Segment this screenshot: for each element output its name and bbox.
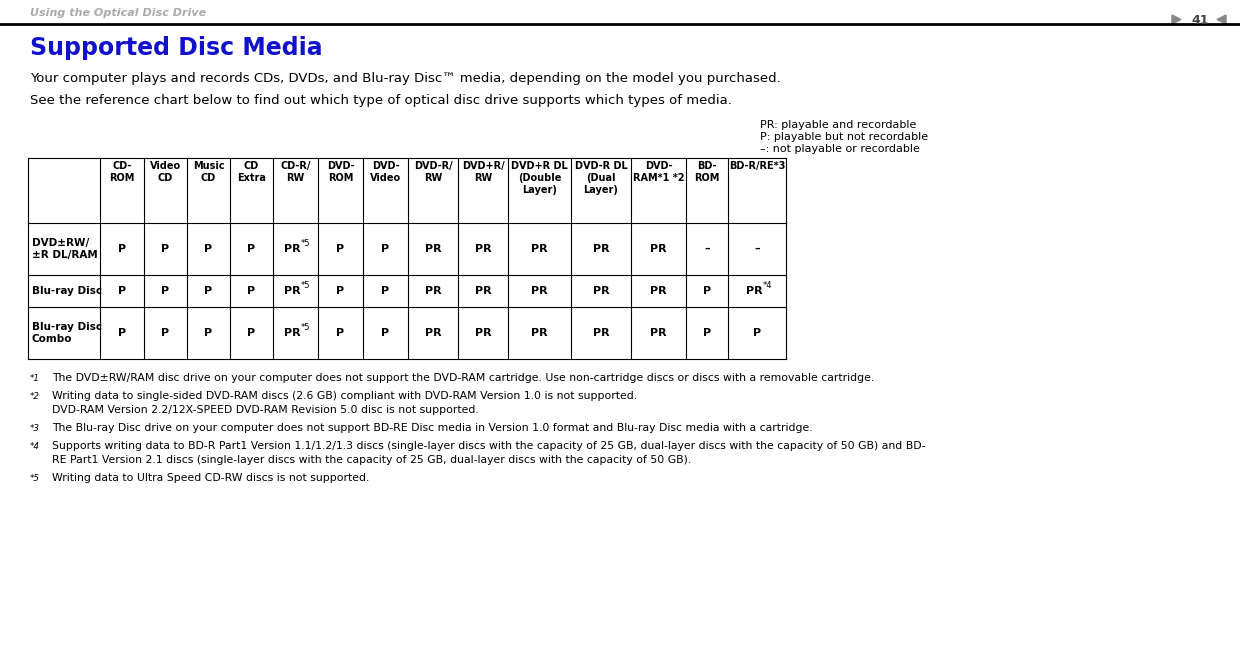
Text: P: P <box>382 244 389 254</box>
Text: PR: PR <box>475 286 491 296</box>
Text: DVD±RW/
±R DL/RAM: DVD±RW/ ±R DL/RAM <box>32 238 98 260</box>
Text: 41: 41 <box>1192 14 1209 27</box>
Text: PR: PR <box>284 286 301 296</box>
Text: Music
CD: Music CD <box>192 161 224 183</box>
Text: *5: *5 <box>301 323 310 332</box>
Text: P: P <box>161 328 170 338</box>
Text: P: P <box>161 286 170 296</box>
Text: *5: *5 <box>301 281 310 291</box>
Text: Blu-ray Disc: Blu-ray Disc <box>32 286 102 296</box>
Text: *4: *4 <box>30 442 40 451</box>
Text: P: P <box>205 286 212 296</box>
Text: P: P <box>336 286 345 296</box>
Text: Using the Optical Disc Drive: Using the Optical Disc Drive <box>30 8 206 18</box>
Text: PR: PR <box>650 244 667 254</box>
Text: DVD-
RAM*1 *2: DVD- RAM*1 *2 <box>632 161 684 183</box>
Text: DVD-
Video: DVD- Video <box>370 161 401 183</box>
Text: PR: PR <box>593 286 609 296</box>
Text: PR: PR <box>424 328 441 338</box>
Text: P: P <box>382 328 389 338</box>
Text: P: P <box>161 244 170 254</box>
Text: P: P <box>118 244 126 254</box>
Text: P: P <box>248 244 255 254</box>
Text: PR: PR <box>650 328 667 338</box>
Text: *1: *1 <box>30 374 40 383</box>
Text: PR: PR <box>475 244 491 254</box>
Text: P: P <box>118 328 126 338</box>
Text: P: playable but not recordable: P: playable but not recordable <box>760 132 928 142</box>
Text: DVD-R/
RW: DVD-R/ RW <box>414 161 453 183</box>
Text: –: – <box>704 244 709 254</box>
Text: PR: PR <box>745 286 763 296</box>
Text: PR: PR <box>531 328 548 338</box>
Text: –: not playable or recordable: –: not playable or recordable <box>760 144 920 154</box>
Text: PR: PR <box>531 244 548 254</box>
Text: Supported Disc Media: Supported Disc Media <box>30 36 322 60</box>
Text: P: P <box>753 328 761 338</box>
Text: PR: PR <box>593 244 609 254</box>
Text: –: – <box>754 244 760 254</box>
Text: PR: PR <box>284 244 301 254</box>
Text: Blu-ray Disc
Combo: Blu-ray Disc Combo <box>32 322 102 344</box>
Text: P: P <box>248 286 255 296</box>
Text: P: P <box>382 286 389 296</box>
Text: Your computer plays and records CDs, DVDs, and Blu-ray Disc™ media, depending on: Your computer plays and records CDs, DVD… <box>30 72 781 85</box>
Text: *3: *3 <box>30 424 40 433</box>
Text: PR: PR <box>424 286 441 296</box>
Text: *5: *5 <box>30 474 40 483</box>
Text: P: P <box>205 244 212 254</box>
Text: Supports writing data to BD-R Part1 Version 1.1/1.2/1.3 discs (single-layer disc: Supports writing data to BD-R Part1 Vers… <box>52 441 925 451</box>
Text: The Blu-ray Disc drive on your computer does not support BD-RE Disc media in Ver: The Blu-ray Disc drive on your computer … <box>52 423 812 433</box>
Text: PR: PR <box>650 286 667 296</box>
Text: BD-R/RE*3: BD-R/RE*3 <box>729 161 785 171</box>
Polygon shape <box>1216 15 1226 24</box>
Text: Writing data to Ultra Speed CD-RW discs is not supported.: Writing data to Ultra Speed CD-RW discs … <box>52 473 370 483</box>
Polygon shape <box>1172 15 1180 24</box>
Text: P: P <box>248 328 255 338</box>
Text: Video
CD: Video CD <box>150 161 181 183</box>
Text: See the reference chart below to find out which type of optical disc drive suppo: See the reference chart below to find ou… <box>30 94 732 107</box>
Text: CD-
ROM: CD- ROM <box>109 161 135 183</box>
Text: DVD-RAM Version 2.2/12X-SPEED DVD-RAM Revision 5.0 disc is not supported.: DVD-RAM Version 2.2/12X-SPEED DVD-RAM Re… <box>52 405 479 415</box>
Text: *5: *5 <box>301 239 310 249</box>
Text: *2: *2 <box>30 392 40 401</box>
Text: DVD-
ROM: DVD- ROM <box>326 161 355 183</box>
Text: P: P <box>336 244 345 254</box>
Text: PR: PR <box>531 286 548 296</box>
Text: DVD+R/
RW: DVD+R/ RW <box>461 161 505 183</box>
Text: P: P <box>118 286 126 296</box>
Text: P: P <box>205 328 212 338</box>
Text: Writing data to single-sided DVD-RAM discs (2.6 GB) compliant with DVD-RAM Versi: Writing data to single-sided DVD-RAM dis… <box>52 391 637 401</box>
Text: CD-R/
RW: CD-R/ RW <box>280 161 311 183</box>
Text: RE Part1 Version 2.1 discs (single-layer discs with the capacity of 25 GB, dual-: RE Part1 Version 2.1 discs (single-layer… <box>52 455 691 465</box>
Text: DVD-R DL
(Dual
Layer): DVD-R DL (Dual Layer) <box>574 161 627 195</box>
Text: CD
Extra: CD Extra <box>237 161 265 183</box>
Text: P: P <box>336 328 345 338</box>
Text: BD-
ROM: BD- ROM <box>694 161 719 183</box>
Text: PR: PR <box>475 328 491 338</box>
Text: *4: *4 <box>763 281 771 291</box>
Text: The DVD±RW/RAM disc drive on your computer does not support the DVD-RAM cartridg: The DVD±RW/RAM disc drive on your comput… <box>52 373 874 383</box>
Text: PR: playable and recordable: PR: playable and recordable <box>760 120 916 130</box>
Text: PR: PR <box>424 244 441 254</box>
Text: P: P <box>703 328 711 338</box>
Text: P: P <box>703 286 711 296</box>
Text: PR: PR <box>593 328 609 338</box>
Text: PR: PR <box>284 328 301 338</box>
Text: DVD+R DL
(Double
Layer): DVD+R DL (Double Layer) <box>511 161 568 195</box>
